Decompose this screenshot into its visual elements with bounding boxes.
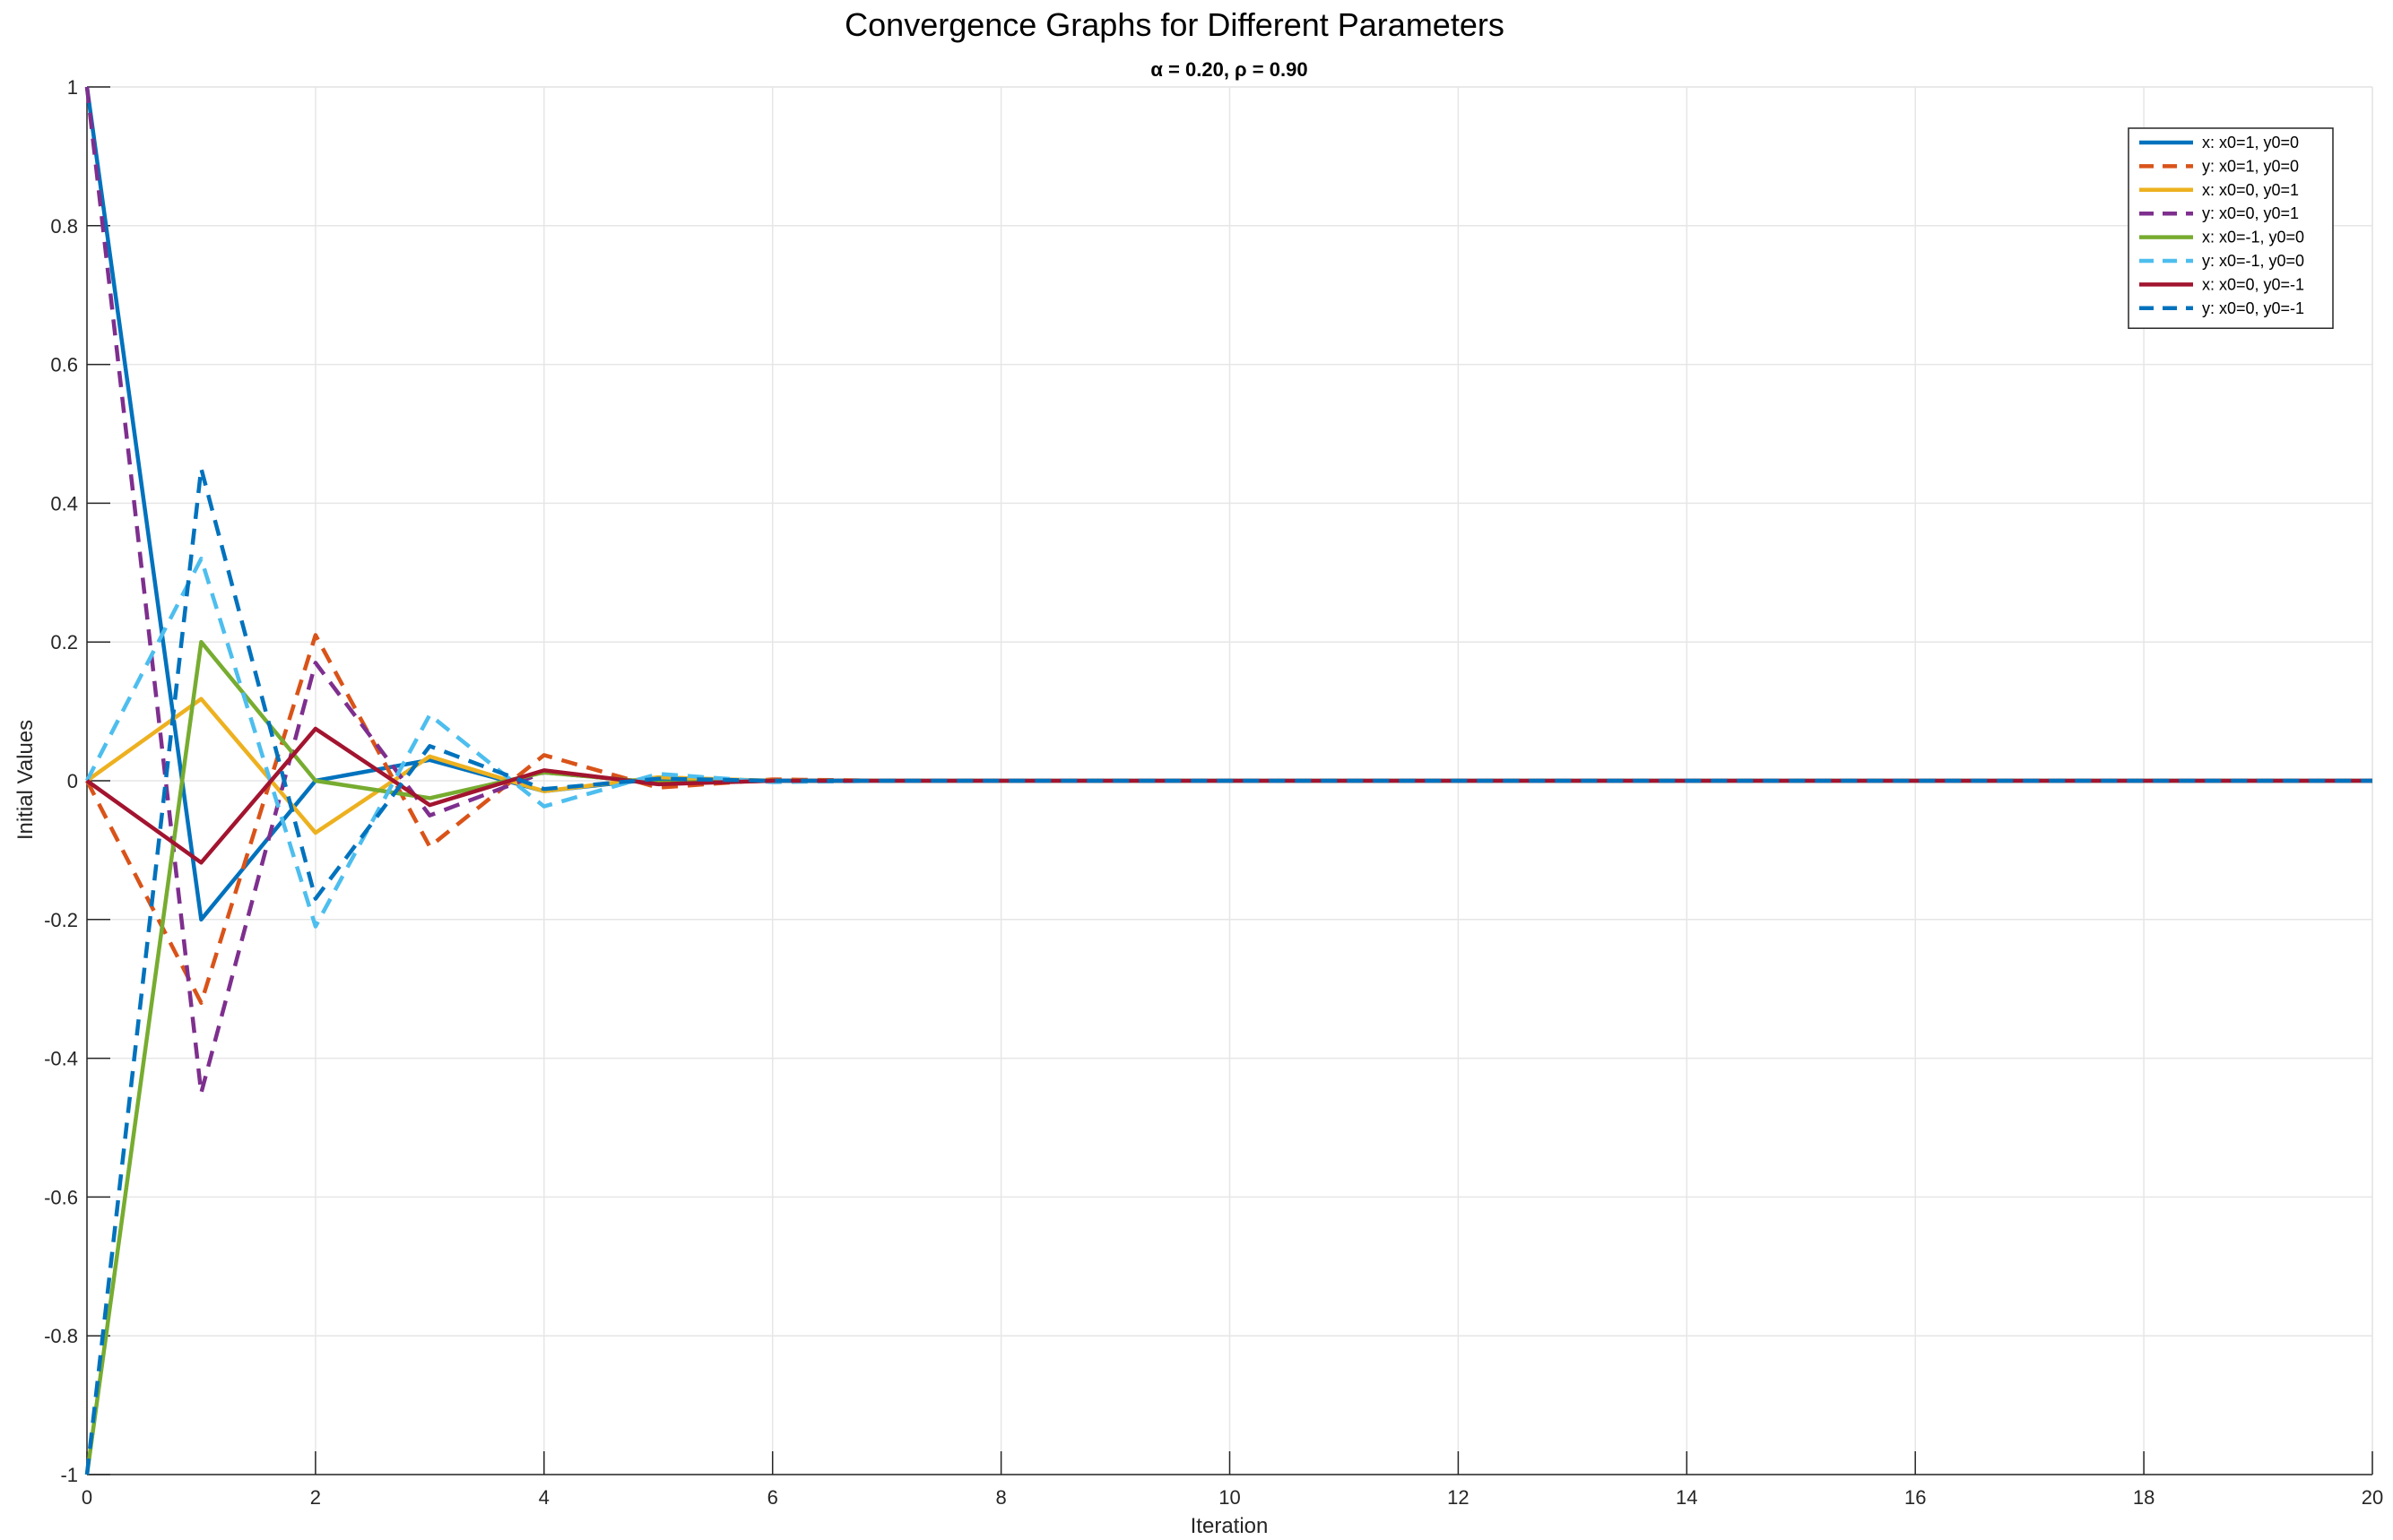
y-tick-label: -0.2 <box>44 909 78 931</box>
x-tick-label: 18 <box>2133 1486 2155 1509</box>
legend-label-8: y: x0=0, y0=-1 <box>2202 299 2304 317</box>
x-tick-label: 16 <box>1904 1486 1926 1509</box>
x-tick-label: 0 <box>82 1486 92 1509</box>
series-line-8 <box>84 466 2372 1475</box>
legend: x: x0=1, y0=0 y: x0=1, y0=0 x: x0=0, y0=1 y… <box>2128 127 2334 329</box>
y-tick-label: 0.6 <box>50 354 78 376</box>
x-tick-label: 6 <box>767 1486 778 1509</box>
legend-label-2: y: x0=1, y0=0 <box>2202 157 2299 175</box>
chart-title: Convergence Graphs for Different Paramet… <box>845 6 1504 43</box>
tick-labels: 0 2 4 6 8 10 12 14 16 18 20 -1 -0.8 -0.6 -0.4 -0.2 0 0.2 0… <box>44 76 2383 1509</box>
chart-subtitle: α = 0.20, ρ = 0.90 <box>1150 58 1307 81</box>
legend-label-1: x: x0=1, y0=0 <box>2202 134 2299 151</box>
legend-label-6: y: x0=-1, y0=0 <box>2202 252 2304 270</box>
series-lines <box>84 86 2372 1475</box>
x-axis-label: Iteration <box>1191 1514 1269 1538</box>
x-tick-label: 2 <box>310 1486 321 1509</box>
y-axis-label: Initial Values <box>13 720 38 840</box>
y-tick-label: 0 <box>67 770 78 792</box>
y-tick-label: -0.8 <box>44 1325 78 1347</box>
y-tick-label: 0.8 <box>50 215 78 238</box>
x-tick-label: 8 <box>995 1486 1006 1509</box>
legend-label-7: x: x0=0, y0=-1 <box>2202 275 2304 293</box>
y-tick-label: 1 <box>67 76 78 99</box>
legend-box <box>2128 127 2334 329</box>
x-tick-label: 12 <box>1447 1486 1469 1509</box>
y-tick-label: 0.4 <box>50 492 78 515</box>
x-tick-label: 10 <box>1218 1486 1240 1509</box>
legend-label-3: x: x0=0, y0=1 <box>2202 181 2299 199</box>
x-tick-label: 14 <box>1676 1486 1697 1509</box>
x-tick-label: 4 <box>539 1486 550 1509</box>
y-tick-label: -1 <box>60 1464 78 1486</box>
y-tick-label: 0.2 <box>50 631 78 653</box>
legend-label-4: y: x0=0, y0=1 <box>2202 204 2299 222</box>
x-tick-label: 20 <box>2362 1486 2383 1509</box>
legend-label-5: x: x0=-1, y0=0 <box>2202 229 2304 247</box>
y-tick-label: -0.4 <box>44 1048 78 1070</box>
y-tick-label: -0.6 <box>44 1186 78 1208</box>
